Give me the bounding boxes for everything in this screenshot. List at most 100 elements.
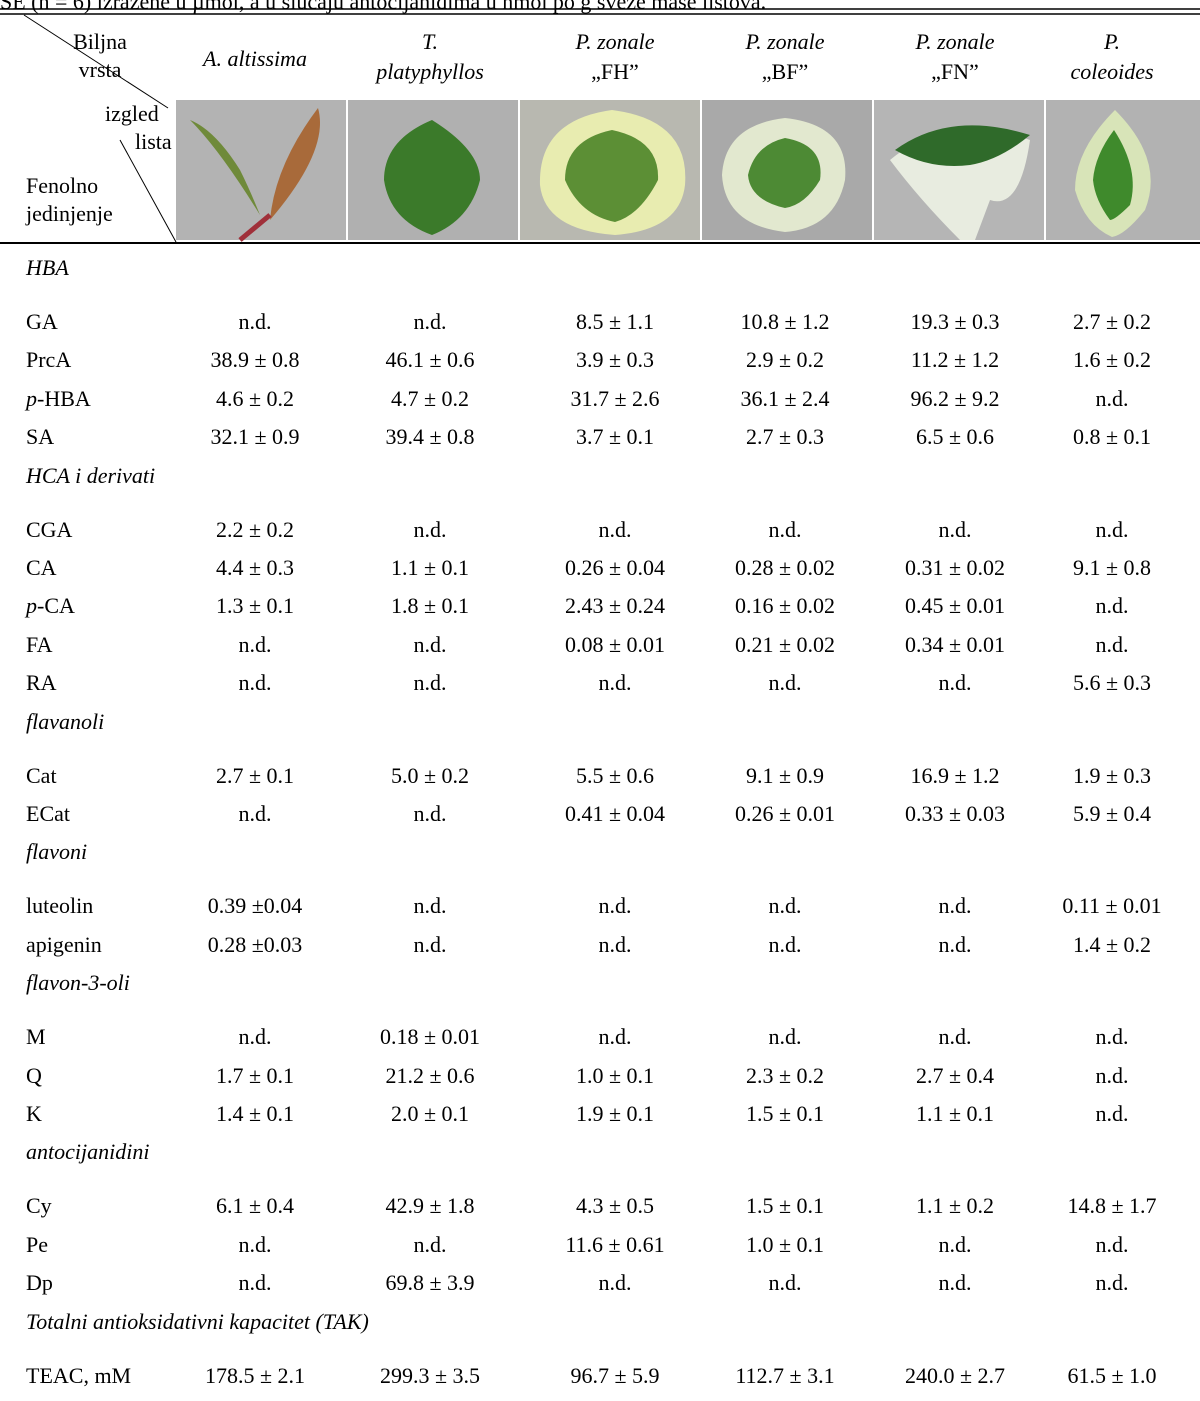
- header-graphics: [0, 8, 1200, 244]
- row-label: GA: [26, 309, 58, 334]
- column-header: P. zonale: [575, 29, 655, 54]
- cell: 0.28 ± 0.02: [734, 555, 836, 580]
- cell: 0.18 ± 0.01: [379, 1024, 481, 1050]
- cell: n.d.: [1095, 1024, 1129, 1050]
- cell: 1.4 ± 0.1: [215, 1101, 295, 1126]
- cell: n.d.: [1095, 1101, 1129, 1126]
- cell: 0.33 ± 0.03: [904, 801, 1006, 826]
- cell: 11.2 ± 1.2: [910, 347, 1000, 373]
- row-label: -CA: [37, 593, 75, 619]
- cell: 1.5 ± 0.1: [745, 1101, 825, 1126]
- column-header: P. zonale: [915, 29, 995, 54]
- cell: n.d.: [413, 631, 447, 657]
- cell: n.d.: [1095, 1231, 1129, 1257]
- cell: 2.7 ± 0.2: [1072, 309, 1152, 334]
- column-header: coleoides: [1070, 59, 1154, 84]
- cell: n.d.: [598, 516, 632, 542]
- row-label: K: [26, 1101, 42, 1126]
- row-label: p: [26, 593, 37, 619]
- row-label: SA: [26, 424, 55, 450]
- cell: 2.43 ± 0.24: [564, 593, 666, 619]
- row-label: luteolin: [26, 893, 94, 919]
- cell: n.d.: [938, 1231, 972, 1257]
- cell: n.d.: [1095, 1062, 1129, 1088]
- cell: 1.0 ± 0.1: [745, 1231, 825, 1257]
- leaf-images: [176, 100, 1200, 242]
- cell: 5.0 ± 0.2: [390, 762, 470, 788]
- cell: 0.28 ±0.03: [207, 931, 303, 957]
- cell: 10.8 ± 1.2: [740, 309, 830, 334]
- cell: 1.4 ± 0.2: [1072, 931, 1152, 957]
- row-label: Cat: [26, 762, 57, 788]
- cell: 2.9 ± 0.2: [745, 347, 825, 373]
- cell: 96.7 ± 5.9: [570, 1362, 660, 1388]
- cell: 69.8 ± 3.9: [385, 1270, 475, 1296]
- cell: 1.1 ± 0.1: [915, 1101, 995, 1126]
- row-label: FA: [26, 631, 53, 657]
- cell: 1.9 ± 0.1: [575, 1101, 655, 1126]
- cell: n.d.: [238, 1231, 272, 1257]
- cell: n.d.: [1095, 385, 1129, 411]
- row-label: Pe: [26, 1231, 48, 1257]
- cell: n.d.: [413, 516, 447, 542]
- column-header: „FH”: [591, 59, 639, 84]
- cell: n.d.: [598, 1024, 632, 1050]
- row-label: CA: [26, 555, 57, 580]
- cell: 0.34 ± 0.01: [904, 631, 1006, 657]
- cell: 42.9 ± 1.8: [385, 1193, 475, 1219]
- corner-header: izgled: [105, 101, 159, 126]
- row-label: ECat: [26, 801, 70, 826]
- cell: 61.5 ± 1.0: [1067, 1362, 1157, 1388]
- cell: n.d.: [938, 516, 972, 542]
- cell: n.d.: [938, 1270, 972, 1296]
- cell: 1.9 ± 0.3: [1072, 762, 1152, 788]
- section-title: HBA: [26, 255, 69, 280]
- cell: 0.26 ± 0.04: [564, 555, 666, 580]
- cell: n.d.: [238, 1270, 272, 1296]
- cell: n.d.: [238, 309, 272, 334]
- cell: n.d.: [1095, 631, 1129, 657]
- section-title: antocijanidini: [26, 1139, 150, 1165]
- cell: n.d.: [1095, 1270, 1129, 1296]
- cell: n.d.: [938, 1024, 972, 1050]
- cell: n.d.: [768, 1024, 802, 1050]
- cell: 4.3 ± 0.5: [575, 1193, 655, 1219]
- cell: n.d.: [768, 516, 802, 542]
- cell: n.d.: [413, 670, 447, 696]
- cell: 1.8 ± 0.1: [390, 593, 470, 619]
- cell: 1.0 ± 0.1: [575, 1062, 655, 1088]
- column-header: „FN”: [931, 59, 979, 84]
- cell: 19.3 ± 0.3: [910, 309, 1000, 334]
- cell: n.d.: [413, 1231, 447, 1257]
- cell: 39.4 ± 0.8: [385, 424, 475, 450]
- cell: n.d.: [238, 801, 272, 826]
- cell: n.d.: [598, 931, 632, 957]
- cell: n.d.: [938, 893, 972, 919]
- cell: 299.3 ± 3.5: [379, 1362, 481, 1388]
- cell: 16.9 ± 1.2: [910, 762, 1000, 788]
- cell: 0.41 ± 0.04: [564, 801, 666, 826]
- cell: n.d.: [938, 670, 972, 696]
- cell: 0.16 ± 0.02: [734, 593, 836, 619]
- cell: 1.1 ± 0.2: [915, 1193, 995, 1219]
- corner-header: Fenolno: [26, 173, 99, 198]
- cell: 3.7 ± 0.1: [575, 424, 655, 450]
- column-header: A. altissima: [203, 46, 307, 71]
- row-label: M: [26, 1024, 46, 1050]
- column-header: P.: [1103, 29, 1121, 54]
- cell: n.d.: [598, 1270, 632, 1296]
- column-header: P. zonale: [745, 29, 825, 54]
- cell: 2.7 ± 0.1: [215, 762, 295, 788]
- cell: 31.7 ± 2.6: [570, 385, 660, 411]
- cell: n.d.: [413, 893, 447, 919]
- row-label: Cy: [26, 1193, 52, 1219]
- cell: 5.6 ± 0.3: [1072, 670, 1152, 696]
- cell: n.d.: [1095, 516, 1129, 542]
- column-header: platyphyllos: [376, 59, 484, 84]
- cell: 4.7 ± 0.2: [390, 385, 470, 411]
- column-header: T.: [421, 29, 439, 54]
- cell: n.d.: [413, 931, 447, 957]
- cell: 1.6 ± 0.2: [1072, 347, 1152, 373]
- corner-header: lista: [135, 129, 172, 154]
